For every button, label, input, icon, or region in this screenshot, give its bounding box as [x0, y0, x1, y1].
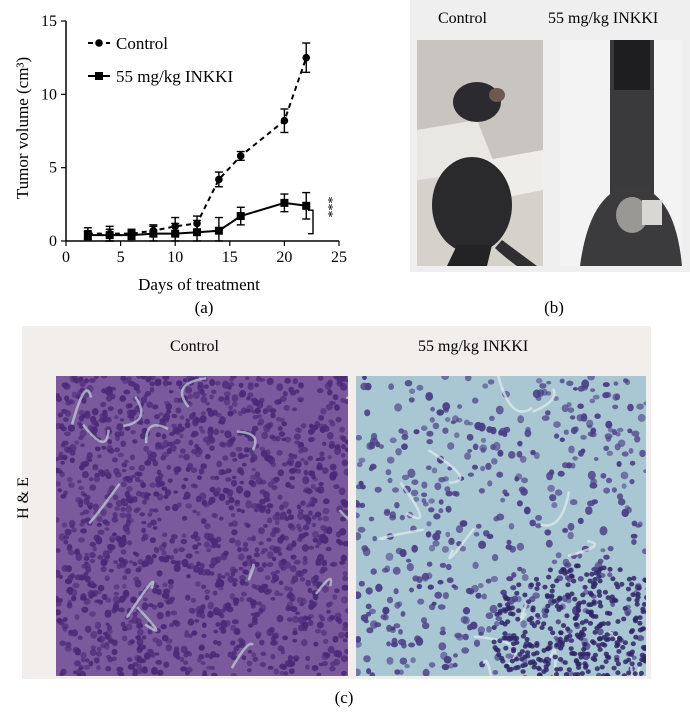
series-line-0	[87, 57, 308, 235]
significance-bracket	[308, 209, 314, 235]
significance-annotation: ***	[320, 197, 335, 218]
series-line-1	[87, 201, 307, 237]
panel-label-c: (c)	[334, 688, 354, 707]
mouse-photo-treated	[560, 40, 682, 266]
photo-title-control: Control	[438, 10, 487, 27]
hist-title-treated: 55 mg/kg INKKI	[418, 338, 529, 355]
panel-label-b: (b)	[544, 298, 564, 317]
data-point	[127, 231, 136, 240]
legend-marker-0	[95, 39, 103, 47]
chart-axes: 0 5 10 15 20 25 0 5 10 15	[41, 13, 347, 266]
tumor-volume-chart: 0 5 10 15 20 25 0 5 10 15 Control 55 mg/kg INKKI D…	[13, 13, 347, 294]
x-tick-label: 5	[117, 249, 125, 266]
chart-series	[83, 42, 314, 242]
data-point	[193, 228, 202, 237]
y-tick-label: 5	[49, 160, 57, 177]
x-tick-label: 20	[276, 249, 292, 266]
x-tick-label: 0	[62, 249, 70, 266]
data-point	[105, 231, 114, 240]
x-axis-label: Days of treatment	[138, 275, 260, 294]
he-stain-control-image	[56, 376, 348, 676]
stain-label: H & E	[15, 477, 32, 519]
mouse-photo-panel: Control 55 mg/kg INKKI	[410, 0, 690, 272]
y-tick-label: 0	[49, 233, 57, 250]
data-point	[302, 201, 311, 210]
legend-label-1: 55 mg/kg INKKI	[116, 67, 233, 86]
panel-label-a: (a)	[194, 298, 214, 317]
y-tick-label: 15	[41, 13, 57, 30]
data-point	[215, 175, 223, 184]
legend-marker-1	[95, 72, 103, 80]
chart-legend: Control 55 mg/kg INKKI	[88, 34, 233, 86]
data-point	[236, 212, 245, 221]
x-tick-label: 25	[331, 249, 347, 266]
data-point	[214, 226, 223, 235]
hist-title-control: Control	[170, 338, 219, 355]
data-point	[280, 198, 289, 207]
data-point	[236, 152, 245, 160]
x-tick-label: 15	[222, 249, 238, 266]
histology-panel: Control 55 mg/kg INKKI	[22, 326, 651, 679]
y-tick-label: 10	[41, 86, 57, 103]
legend-label-0: Control	[116, 34, 168, 53]
data-point	[171, 229, 180, 238]
data-point	[280, 116, 289, 125]
data-point	[83, 231, 92, 240]
he-stain-treated-image	[356, 376, 646, 676]
x-tick-label: 10	[167, 249, 183, 266]
data-point	[149, 229, 158, 238]
y-axis-label: Tumor volume (cm³)	[13, 57, 32, 199]
mouse-photo-control	[417, 40, 543, 266]
data-point	[302, 53, 311, 62]
photo-title-treated: 55 mg/kg INKKI	[548, 10, 659, 27]
